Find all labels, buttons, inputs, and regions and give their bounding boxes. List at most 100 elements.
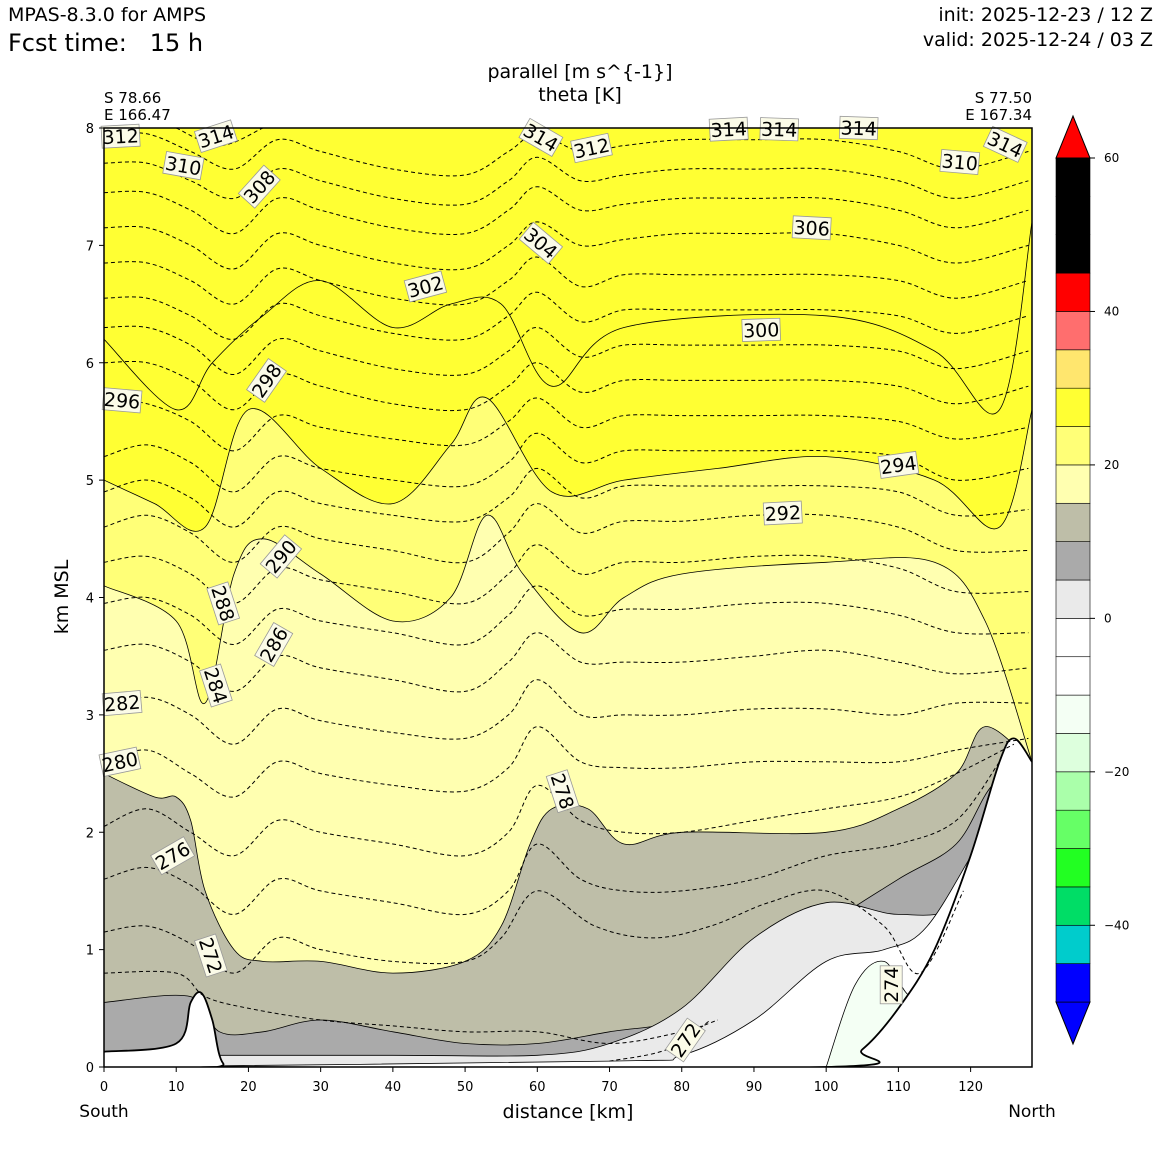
theta-contour-286 <box>104 585 1029 646</box>
chart-title-theta: theta [K] <box>538 84 622 106</box>
theta-label-18-box <box>791 215 832 241</box>
x-tick-label-60: 60 <box>529 1080 546 1095</box>
x-tick-label-30: 30 <box>312 1080 329 1095</box>
y-tick-label-5: 5 <box>86 474 94 489</box>
terrain-line <box>104 737 1032 1067</box>
theta-contour-282 <box>104 679 1029 745</box>
y-tick-label-6: 6 <box>86 357 94 372</box>
theta-extra-label-1-box <box>100 123 141 149</box>
colorbar-swatch-6 <box>1055 771 1091 811</box>
theta-contour-290 <box>104 503 1029 564</box>
theta-contour-300 <box>104 325 1029 376</box>
colorbar-tick-label-4: −20 <box>1104 765 1129 779</box>
x-tick-label-10: 10 <box>168 1080 185 1095</box>
theta-extra-label-4: 314 <box>759 117 799 142</box>
x-tick-label-110: 110 <box>886 1080 911 1095</box>
theta-label-15-text: 300 <box>743 319 780 342</box>
theta-contour-274 <box>104 889 964 974</box>
theta-label-21-box <box>570 132 613 164</box>
forecast-time-value: 15 h <box>149 29 204 57</box>
y-tick-label-2: 2 <box>86 826 94 841</box>
y-tick-label-8: 8 <box>86 122 94 137</box>
colorbar-swatch-12 <box>1055 541 1091 581</box>
colorbar-swatch-8 <box>1055 694 1091 734</box>
colorbar-swatch-17 <box>1055 349 1091 389</box>
theta-contour-296 <box>104 397 1029 452</box>
theta-contour-306 <box>104 221 1029 271</box>
init-time: init: 2025-12-23 / 12 Z <box>938 4 1153 26</box>
theta-label-13-box <box>101 387 143 414</box>
x-tick-label-120: 120 <box>958 1080 983 1095</box>
theta-label-20: 310 <box>162 151 205 181</box>
colorbar-tick-label-5: −40 <box>1104 918 1129 932</box>
theta-label-2: 274 <box>879 965 903 1005</box>
colorbar-swatch-14 <box>1055 464 1091 504</box>
x-tick-label-80: 80 <box>673 1080 690 1095</box>
colorbar-swatch-1 <box>1055 963 1091 1003</box>
colorbar-swatch-22 <box>1055 157 1091 197</box>
x-tick-label-0: 0 <box>100 1080 108 1095</box>
theta-extra-label-4-text: 314 <box>761 119 798 142</box>
x-tick-label-50: 50 <box>457 1080 474 1095</box>
colorbar-swatch-15 <box>1055 426 1091 466</box>
terrain-fill <box>104 738 1032 1067</box>
theta-contour-272 <box>104 970 719 1045</box>
theta-label-18: 306 <box>791 215 832 241</box>
theta-extra-label-1-text: 312 <box>102 125 139 149</box>
theta-label-14-box <box>246 357 287 403</box>
left-endpoint-lat: S 78.66 <box>104 89 161 107</box>
theta-contour-308 <box>104 186 1029 236</box>
theta-label-11: 292 <box>762 500 803 526</box>
colorbar-swatch-7 <box>1055 733 1091 773</box>
model-name: MPAS-8.3.0 for AMPS <box>8 4 207 26</box>
theta-label-8-box <box>254 621 294 668</box>
colorbar-swatch-19 <box>1055 272 1091 312</box>
theta-label-6-text: 282 <box>103 692 141 717</box>
colorbar-tick-label-1: 40 <box>1104 304 1119 318</box>
theta-label-20-box <box>162 151 205 181</box>
x-tick-label-70: 70 <box>601 1080 618 1095</box>
theta-extra-label-0-box <box>939 148 981 176</box>
theta-label-2-text: 274 <box>881 967 903 1003</box>
y-tick-label-1: 1 <box>86 944 94 959</box>
theta-extra-label-3: 314 <box>708 116 749 142</box>
colorbar-swatch-13 <box>1055 502 1091 542</box>
theta-label-6: 282 <box>101 690 143 717</box>
y-tick-label-4: 4 <box>86 592 94 607</box>
theta-label-11-box <box>762 500 803 526</box>
right-endpoint-lat: S 77.50 <box>975 89 1032 107</box>
colorbar-swatch-9 <box>1055 656 1091 696</box>
valid-time: valid: 2025-12-24 / 03 Z <box>922 29 1153 51</box>
theta-label-13: 296 <box>101 387 143 414</box>
plot-area <box>104 128 1032 1067</box>
colorbar-swatch-20 <box>1055 234 1091 274</box>
theta-label-10-box <box>259 534 303 579</box>
theta-label-5-box <box>98 746 142 777</box>
colorbar-swatch-4 <box>1055 848 1091 888</box>
theta-label-3-box <box>150 836 196 876</box>
theta-label-13-text: 296 <box>103 389 141 414</box>
theta-label-0-box <box>194 933 228 978</box>
colorbar-tick-label-2: 20 <box>1104 458 1119 472</box>
theta-label-19-box <box>237 164 281 209</box>
theta-label-11-text: 292 <box>764 502 801 526</box>
y-axis-label: km MSL <box>51 559 73 634</box>
north-label: North <box>1008 1102 1056 1122</box>
colorbar-swatch-3 <box>1055 886 1091 926</box>
theta-label-15: 300 <box>741 317 781 343</box>
theta-label-12-box <box>877 450 920 479</box>
theta-contour-278 <box>104 743 1015 857</box>
south-label: South <box>79 1102 128 1122</box>
x-axis-label: distance [km] <box>503 1101 634 1123</box>
colorbar-swatch-18 <box>1055 311 1091 351</box>
y-tick-label-0: 0 <box>86 1061 94 1076</box>
chart-title-parallel: parallel [m s^{-1}] <box>487 61 672 83</box>
forecast-time: Fcst time: 15 h <box>8 29 203 57</box>
theta-contour-298 <box>104 360 1029 412</box>
theta-contour-280 <box>104 726 1029 798</box>
theta-contour-314 <box>176 128 264 147</box>
theta-extra-label-3-text: 314 <box>710 118 747 142</box>
theta-label-6-box <box>101 690 143 717</box>
colorbar-tick-label-0: 60 <box>1104 151 1119 165</box>
theta-contour-284 <box>104 632 1029 693</box>
